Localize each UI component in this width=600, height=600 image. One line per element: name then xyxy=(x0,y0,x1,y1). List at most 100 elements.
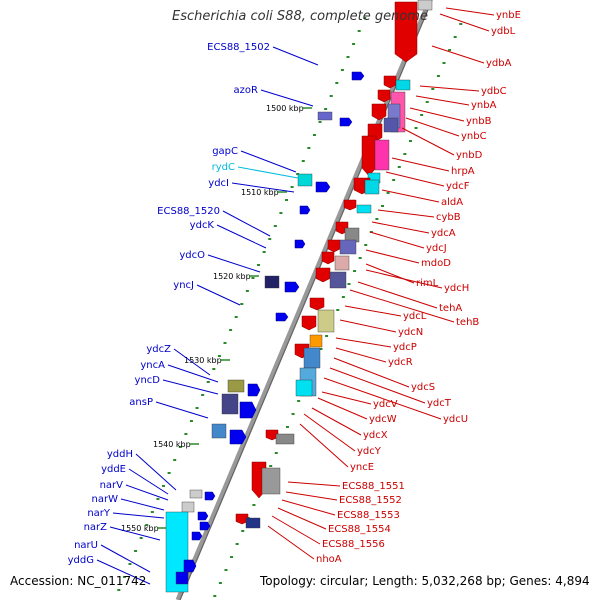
gene-label-ydcl: ydcL xyxy=(403,311,427,322)
gene-block xyxy=(175,571,189,585)
gene-block xyxy=(245,517,261,529)
gene-label-cybb: cybB xyxy=(436,212,461,223)
leader-line xyxy=(349,289,455,323)
gene-arrow xyxy=(191,531,203,541)
leader-line xyxy=(339,319,397,333)
leader-line xyxy=(155,401,209,419)
gene-label-ydcn: ydcN xyxy=(398,327,423,338)
gene-arrow xyxy=(284,281,300,293)
leader-line xyxy=(365,269,443,289)
leader-line xyxy=(237,166,299,179)
gene-arrow xyxy=(339,117,353,127)
leader-line xyxy=(335,337,392,348)
leader-line xyxy=(385,171,445,187)
gene-label-azor: azoR xyxy=(234,85,258,96)
gene-label-ydca: ydcA xyxy=(431,228,456,239)
scale-ticks: 1500 kbp 1510 kbp 1520 kbp 1530 kbp 1540 kbp… xyxy=(117,0,463,600)
leader-line xyxy=(260,89,314,107)
gene-label-yddg: yddG xyxy=(68,555,94,566)
gene-label-ydch: ydcH xyxy=(444,283,469,294)
gene-label-narw: narW xyxy=(92,494,119,505)
gene-label-ecs88_1553: ECS88_1553 xyxy=(337,510,400,521)
gene-block xyxy=(383,117,399,133)
leader-line xyxy=(321,391,372,405)
gene-label-ydbc: ydbC xyxy=(481,86,507,97)
gene-label-yncj: yncJ xyxy=(173,280,194,291)
gene-label-ydcr: ydcR xyxy=(388,357,413,368)
gene-block xyxy=(303,347,321,369)
leader-line xyxy=(299,423,349,468)
leader-line xyxy=(405,117,460,137)
leader-line xyxy=(303,413,356,452)
gene-label-nary: narY xyxy=(87,508,111,519)
gene-arrow xyxy=(301,315,317,331)
gene-labels: ECS88_1502 azoR gapC rydC ydcI ECS88_1520 ydcK… xyxy=(68,10,521,566)
gene-label-ecs88_1554: ECS88_1554 xyxy=(328,524,391,535)
gene-arrow xyxy=(343,199,357,211)
gene-block xyxy=(297,173,313,187)
leader-line xyxy=(439,13,490,32)
topology-text: Topology: circular; Length: 5,032,268 bp… xyxy=(260,574,590,588)
leader-line xyxy=(173,348,211,376)
gene-label-ynca: yncA xyxy=(140,360,165,371)
label-leader-lines xyxy=(96,7,495,585)
gene-features xyxy=(165,0,433,593)
gene-block xyxy=(211,423,227,439)
leader-line xyxy=(125,484,169,501)
leader-line xyxy=(323,377,442,420)
gene-label-ydcf: ydcF xyxy=(446,181,470,192)
gene-arrow-long xyxy=(394,1,418,63)
leader-line xyxy=(357,281,438,309)
gene-label-hrpa: hrpA xyxy=(451,166,475,177)
leader-line xyxy=(162,379,219,395)
leader-line xyxy=(287,481,341,487)
gene-block xyxy=(261,467,281,495)
gene-arrow xyxy=(204,491,216,501)
gene-block xyxy=(189,489,203,499)
gene-arrow xyxy=(327,239,341,253)
gene-block xyxy=(395,79,411,91)
gene-label-ecs88_1551: ECS88_1551 xyxy=(342,481,405,492)
gene-block xyxy=(275,433,295,445)
leader-line xyxy=(445,7,495,16)
leader-line xyxy=(167,364,219,383)
gene-block xyxy=(295,379,313,397)
gene-label-nhoa: nhoA xyxy=(316,554,342,565)
gene-label-mdod: mdoD xyxy=(421,258,451,269)
leader-line xyxy=(311,407,362,436)
scale-tick-label: 1510 kbp xyxy=(241,188,279,197)
gene-label-ecs88_1520: ECS88_1520 xyxy=(157,206,220,217)
gene-label-yddh: yddH xyxy=(107,449,133,460)
gene-arrow xyxy=(265,429,279,441)
leader-line xyxy=(222,210,271,237)
leader-line xyxy=(135,453,177,491)
map-title: Escherichia coli S88, complete genome xyxy=(172,9,428,24)
gene-label-ydcj: ydcJ xyxy=(426,243,447,254)
leader-line xyxy=(401,127,455,156)
gene-arrow xyxy=(199,521,211,531)
gene-block xyxy=(364,179,380,195)
gene-label-ynbb: ynbB xyxy=(466,116,492,127)
gene-label-ydbl: ydbL xyxy=(491,26,516,37)
gene-arrow xyxy=(239,401,257,419)
scale-tick-label: 1530 kbp xyxy=(184,356,222,365)
gene-arrow xyxy=(235,513,249,525)
gene-label-ydcu: ydcU xyxy=(443,414,468,425)
gene-arrow-long xyxy=(361,135,377,177)
leader-line xyxy=(196,284,241,306)
leader-line xyxy=(231,182,295,193)
gene-label-ynbd: ynbD xyxy=(456,150,483,161)
gene-label-ydcx: ydcX xyxy=(363,430,388,441)
gene-label-riml: rimL xyxy=(416,278,439,289)
gene-label-ynba: ynbA xyxy=(471,100,497,111)
gene-label-ecs88_1502: ECS88_1502 xyxy=(207,42,270,53)
leader-line xyxy=(431,45,485,64)
gene-label-ydcz: ydcZ xyxy=(146,344,171,355)
gene-arrow xyxy=(275,312,289,322)
gene-block xyxy=(181,501,195,513)
gene-block xyxy=(227,379,245,393)
gene-label-tehb: tehB xyxy=(456,317,479,328)
leader-line xyxy=(409,107,465,122)
leader-line xyxy=(100,544,151,573)
leader-line xyxy=(371,221,430,234)
